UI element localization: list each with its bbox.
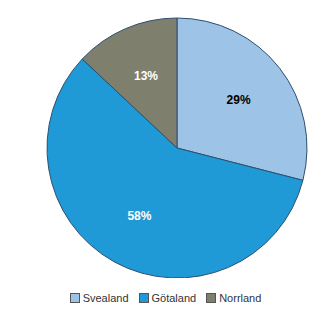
svg-text:13%: 13% <box>134 69 158 83</box>
html-text:Norrland: Norrland <box>219 292 262 304</box>
svg-text:58%: 58% <box>127 209 151 223</box>
html-text:Svealand: Svealand <box>82 292 129 304</box>
svg-text:29%: 29% <box>227 93 251 107</box>
html-text:Götaland: Götaland <box>151 292 197 304</box>
